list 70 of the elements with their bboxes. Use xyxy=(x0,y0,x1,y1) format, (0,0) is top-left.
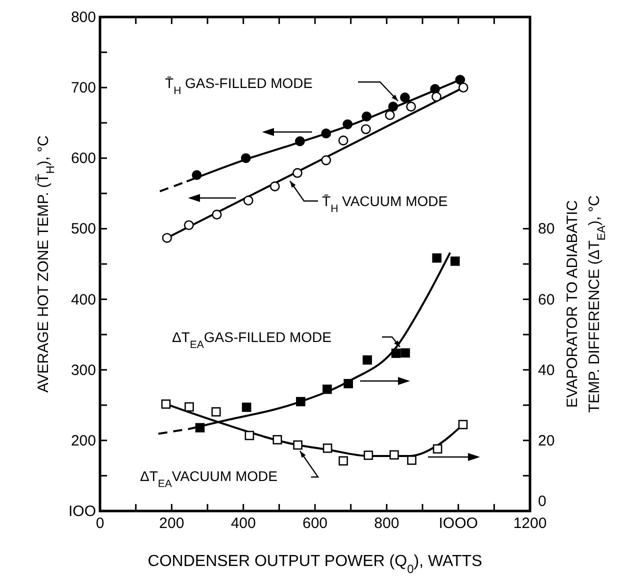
point xyxy=(321,155,332,166)
point xyxy=(270,181,280,192)
point xyxy=(432,92,442,102)
point xyxy=(364,450,374,460)
series-label: ΔT$_{EA}$VACUUM MODE xyxy=(140,468,278,490)
point xyxy=(240,153,251,164)
y-tick-label: 400 xyxy=(70,291,96,308)
x-tick-label: 0 xyxy=(96,515,104,532)
y2-tick-label: 40 xyxy=(538,362,555,379)
y-tick-label: 600 xyxy=(70,150,96,168)
point xyxy=(406,102,416,112)
point xyxy=(338,136,348,146)
point xyxy=(384,110,395,120)
y2-tick-label: 20 xyxy=(538,432,555,450)
y2-tick-label: 60 xyxy=(538,291,555,308)
point xyxy=(162,232,172,243)
point xyxy=(292,168,302,178)
point xyxy=(211,407,221,416)
point xyxy=(192,170,202,180)
text: T̄$_{H}$ GAS-FILLED MODE xyxy=(165,75,313,97)
y-tick-label: 500 xyxy=(70,220,96,238)
point xyxy=(322,384,332,394)
y2-tick-label: 0 xyxy=(538,493,546,510)
y-tick-label: 200 xyxy=(70,432,96,450)
point xyxy=(243,196,254,206)
y-tick-label: 700 xyxy=(70,80,96,97)
point xyxy=(362,112,372,122)
x-tick-label: 800 xyxy=(374,515,400,532)
point xyxy=(272,435,282,444)
point xyxy=(388,102,398,112)
point xyxy=(458,82,468,93)
point xyxy=(296,396,306,406)
point xyxy=(432,253,442,263)
x-tick-label: IOOO xyxy=(438,515,478,532)
point xyxy=(360,124,371,134)
x-tick-label: 1200 xyxy=(513,515,547,532)
point xyxy=(458,420,468,430)
series-label: T̄$_{H}$ VACUUM MODE xyxy=(322,193,448,215)
text: ΔT$_{EA}$GAS-FILLED MODE xyxy=(172,329,332,351)
point xyxy=(321,128,332,138)
point xyxy=(407,456,416,465)
x-tick-label: 200 xyxy=(159,515,184,532)
point xyxy=(295,136,305,146)
point xyxy=(391,348,401,358)
point xyxy=(184,402,194,412)
y-tick-label: 300 xyxy=(70,362,96,379)
point xyxy=(184,220,194,230)
point xyxy=(400,348,410,358)
y2-tick-label: 80 xyxy=(538,220,555,238)
point xyxy=(212,210,222,220)
x-axis-title: CONDENSER OUTPUT POWER (Q$_{0}$), WATTS xyxy=(148,553,482,576)
point xyxy=(390,450,399,460)
point xyxy=(195,423,205,432)
x-tick-label: 400 xyxy=(230,515,256,532)
point xyxy=(342,119,353,130)
point xyxy=(432,444,442,454)
point xyxy=(450,256,460,266)
x-tick-label: 600 xyxy=(302,515,328,532)
point xyxy=(400,92,410,102)
point xyxy=(244,430,254,440)
point xyxy=(455,74,466,85)
point xyxy=(322,444,332,453)
y-tick-label: IOO xyxy=(68,503,96,520)
point xyxy=(344,378,353,388)
point xyxy=(338,456,348,466)
point xyxy=(242,402,252,412)
point xyxy=(293,440,302,450)
point xyxy=(161,399,171,409)
point xyxy=(362,355,372,365)
y-tick-label: 800 xyxy=(70,9,96,26)
